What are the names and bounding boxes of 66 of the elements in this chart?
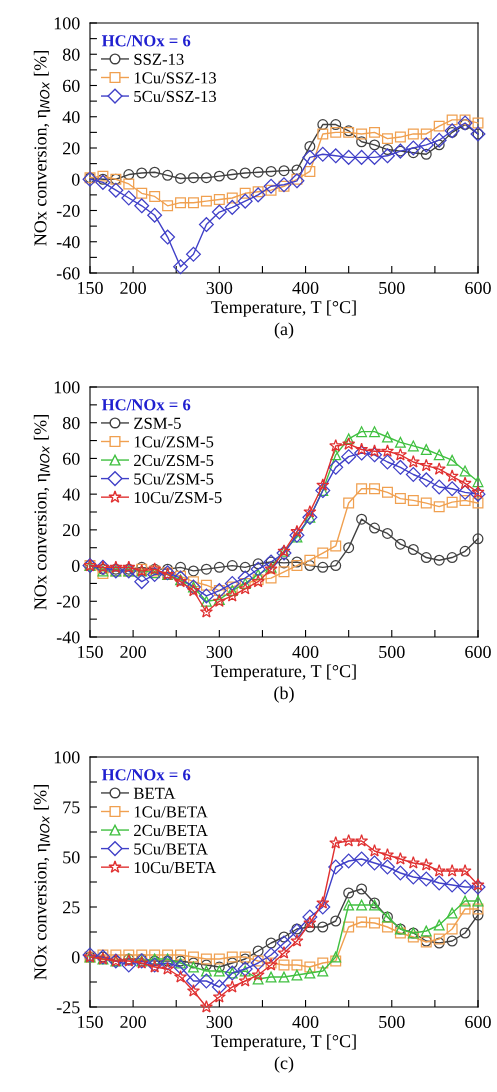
x-tick-label: 300 <box>206 1015 233 1029</box>
y-tick-label: -25 <box>56 1001 80 1014</box>
x-tick-label: 500 <box>379 645 405 659</box>
legend-label: 5Cu/ZSM-5 <box>134 473 214 485</box>
x-tick-label: 500 <box>379 1015 405 1029</box>
legend-label: 10Cu/BETA <box>134 861 217 874</box>
y-tick-label: -20 <box>56 595 80 608</box>
x-tick-label: 200 <box>120 281 146 295</box>
x-axis-title: Temperature, T [°C] <box>211 300 356 317</box>
x-tick-label: 300 <box>206 281 233 295</box>
legend-label: 1Cu/BETA <box>134 806 208 818</box>
y-tick-label: 75 <box>63 801 80 814</box>
y-tick-label: 100 <box>54 17 80 30</box>
x-tick-label: 300 <box>206 645 233 659</box>
y-tick-label: -40 <box>56 631 80 644</box>
legend-label: 1Cu/ZSM-5 <box>134 436 214 448</box>
text: (c) <box>274 1056 294 1073</box>
x-tick-label: 500 <box>379 281 405 295</box>
legend-label: SSZ-13 <box>134 53 184 65</box>
y-tick-label: 20 <box>63 524 80 537</box>
y-tick-label: 20 <box>63 142 80 155</box>
y-tick-label: 60 <box>63 452 80 465</box>
y-axis-title: NOx conversion, η$_{NOx}$ [%] <box>33 785 51 980</box>
x-tick-label: 400 <box>292 281 319 295</box>
legend-label: 2Cu/BETA <box>134 824 208 837</box>
y-tick-label: 100 <box>54 751 80 764</box>
x-axis-title: Temperature, T [°C] <box>211 664 356 681</box>
y-tick-label: 0 <box>71 559 80 573</box>
x-tick-label: 600 <box>465 281 491 295</box>
y-tick-label: -20 <box>56 204 80 217</box>
text: (a) <box>274 322 294 339</box>
y-axis-title: NOx conversion, η$_{NOx}$ [%] <box>33 415 51 610</box>
legend-label: ZSM-5 <box>134 417 181 429</box>
x-tick-label: 150 <box>78 281 103 295</box>
y-tick-label: 0 <box>71 173 80 186</box>
x-tick-label: 400 <box>292 645 319 659</box>
y-axis-title: NOx conversion, η$_{NOx}$ [%] <box>33 51 51 246</box>
y-tick-label: -60 <box>56 267 80 280</box>
x-tick-label: 150 <box>78 1015 103 1029</box>
legend-label: 2Cu/ZSM-5 <box>134 454 214 467</box>
y-tick-label: 50 <box>63 851 80 864</box>
legend-label: 5Cu/SSZ-13 <box>134 90 217 103</box>
y-tick-label: 80 <box>62 416 80 430</box>
y-tick-label: 100 <box>54 381 80 394</box>
legend-title: HC/NOx = 6 <box>101 399 191 411</box>
text: (b) <box>274 686 294 703</box>
x-tick-label: 400 <box>292 1015 319 1029</box>
legend-label: BETA <box>133 787 176 799</box>
legend-label: 1Cu/SSZ-13 <box>134 72 217 84</box>
y-tick-label: 0 <box>71 951 80 964</box>
x-tick-label: 200 <box>120 645 146 659</box>
x-axis-title: Temperature, T [°C] <box>211 1034 356 1051</box>
y-tick-label: -40 <box>56 236 80 249</box>
y-tick-label: 80 <box>62 48 80 61</box>
legend-label: 5Cu/BETA <box>134 843 208 855</box>
y-tick-label: 40 <box>62 488 80 501</box>
x-tick-label: 150 <box>78 645 103 659</box>
y-tick-label: 40 <box>62 111 80 124</box>
y-tick-label: 25 <box>63 901 80 914</box>
x-tick-label: 200 <box>120 1015 146 1029</box>
legend-label: 10Cu/ZSM-5 <box>134 491 222 504</box>
legend-title: HC/NOx = 6 <box>101 35 191 47</box>
legend-title: HC/NOx = 6 <box>101 769 191 781</box>
x-tick-label: 600 <box>465 645 491 659</box>
x-tick-label: 600 <box>465 1015 491 1029</box>
y-tick-label: 60 <box>63 79 80 92</box>
